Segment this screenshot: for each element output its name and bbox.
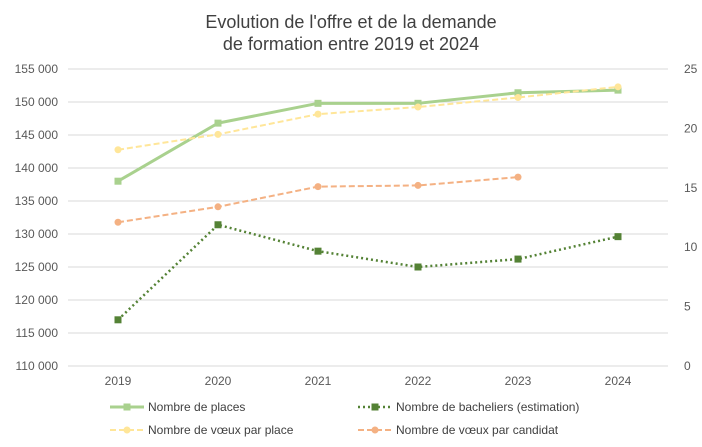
legend-swatch-marker <box>371 426 379 434</box>
left-tick-label: 145 000 <box>15 128 59 142</box>
right-tick-label: 0 <box>684 359 691 373</box>
data-point <box>414 99 422 107</box>
series-1 <box>114 86 622 185</box>
chart-title-line-1: Evolution de l'offre et de la demande <box>205 12 496 32</box>
x-tick-label: 2019 <box>105 374 132 388</box>
left-tick-label: 135 000 <box>15 194 59 208</box>
legend-item: Nombre de places <box>110 400 245 414</box>
legend-label: Nombre de vœux par candidat <box>396 423 559 437</box>
data-point <box>414 103 422 111</box>
left-tick-label: 150 000 <box>15 95 59 109</box>
series-2 <box>114 221 622 324</box>
data-point <box>514 173 522 181</box>
series-line <box>117 85 619 151</box>
data-point <box>114 146 122 154</box>
legend-item: Nombre de bacheliers (estimation) <box>358 400 579 414</box>
right-axis: 0 5 10 15 20 25 <box>684 62 698 373</box>
left-tick-label: 140 000 <box>15 161 59 175</box>
data-point <box>614 233 622 241</box>
legend-label: Nombre de bacheliers (estimation) <box>396 400 579 414</box>
series-4 <box>114 173 522 226</box>
series-line <box>117 88 619 183</box>
data-point <box>514 89 522 97</box>
legend-swatch-marker <box>371 403 379 411</box>
legend-swatch-marker <box>123 403 131 411</box>
x-tick-label: 2022 <box>405 374 432 388</box>
legend-item: Nombre de vœux par place <box>110 423 294 437</box>
data-point <box>314 247 322 255</box>
data-point <box>214 203 222 211</box>
gridlines <box>68 68 668 367</box>
data-point <box>514 255 522 263</box>
data-point <box>414 181 422 189</box>
right-tick-label: 10 <box>684 240 698 254</box>
x-tick-label: 2023 <box>505 374 532 388</box>
data-point <box>214 130 222 138</box>
left-tick-label: 125 000 <box>15 260 59 274</box>
right-tick-label: 20 <box>684 121 698 135</box>
data-point <box>214 221 222 229</box>
data-point <box>314 110 322 118</box>
chart-title-line-2: de formation entre 2019 et 2024 <box>223 34 479 54</box>
data-point <box>114 218 122 226</box>
x-tick-label: 2024 <box>605 374 632 388</box>
left-axis: 110 000 115 000 120 000 125 000 130 000 135 0… <box>15 62 59 373</box>
legend: Nombre de places Nombre de bacheliers (es… <box>110 400 579 437</box>
left-tick-label: 110 000 <box>16 359 59 373</box>
left-tick-label: 130 000 <box>15 227 59 241</box>
series-3 <box>114 83 622 154</box>
legend-label: Nombre de vœux par place <box>148 423 294 437</box>
data-point <box>314 183 322 191</box>
data-point <box>314 99 322 107</box>
left-tick-label: 155 000 <box>15 62 59 76</box>
data-point <box>414 263 422 271</box>
x-tick-label: 2021 <box>305 374 332 388</box>
data-point <box>614 83 622 91</box>
legend-label: Nombre de places <box>148 400 245 414</box>
data-point <box>214 119 222 127</box>
x-tick-label: 2020 <box>205 374 232 388</box>
right-tick-label: 25 <box>684 62 698 76</box>
x-axis: 2019 2020 2021 2022 2023 2024 <box>105 374 632 388</box>
series-line <box>117 223 619 321</box>
legend-item: Nombre de vœux par candidat <box>358 423 559 437</box>
right-tick-label: 5 <box>684 300 691 314</box>
data-point <box>114 316 122 324</box>
series-layer <box>114 83 622 324</box>
legend-swatch-marker <box>123 426 131 434</box>
data-point <box>114 177 122 185</box>
left-tick-label: 115 000 <box>16 326 59 340</box>
left-tick-label: 120 000 <box>15 293 59 307</box>
data-point <box>514 94 522 102</box>
right-tick-label: 15 <box>684 181 698 195</box>
